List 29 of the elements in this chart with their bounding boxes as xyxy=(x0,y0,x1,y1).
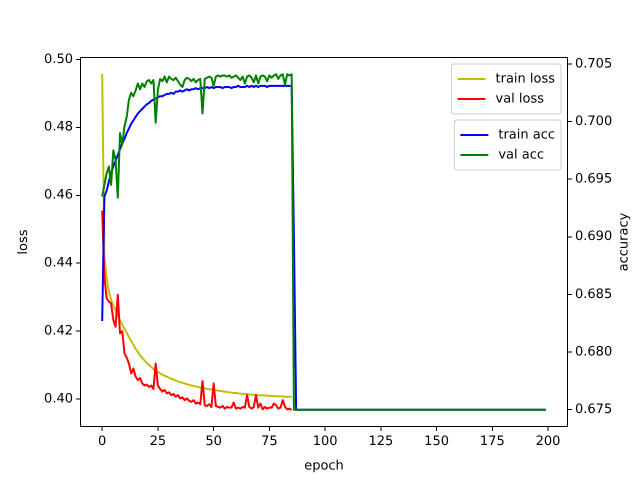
x-tick-label: 150 xyxy=(424,434,449,450)
legend-label: val acc xyxy=(498,147,544,162)
y2-tick-label: 0.675 xyxy=(575,402,612,418)
x-axis-title: epoch xyxy=(304,458,344,474)
y-tick-label: 0.44 xyxy=(44,256,73,271)
y-tick-label: 0.42 xyxy=(44,324,73,339)
y2-tick-label: 0.695 xyxy=(575,172,612,187)
y2-tick-label: 0.705 xyxy=(575,56,612,72)
y-tick-label: 0.40 xyxy=(44,392,73,407)
x-tick-label: 100 xyxy=(312,434,338,450)
legend-label: train loss xyxy=(495,71,556,86)
y-tick-label: 0.46 xyxy=(44,188,73,203)
y2-tick-label: 0.700 xyxy=(575,114,612,129)
y-tick-label: 0.50 xyxy=(44,52,73,67)
x-tick-label: 175 xyxy=(480,434,505,450)
x-tick-label: 0 xyxy=(98,434,106,450)
y2-tick-label: 0.685 xyxy=(575,286,612,302)
y-axis-title: loss xyxy=(16,229,32,255)
legend-label: train acc xyxy=(498,127,556,142)
y2-tick-label: 0.680 xyxy=(575,344,612,360)
y2-axis-title: accuracy xyxy=(616,212,632,272)
x-tick-label: 50 xyxy=(205,434,222,450)
y2-tick-label: 0.690 xyxy=(575,229,612,244)
x-tick-label: 25 xyxy=(150,434,166,450)
legend-label: val loss xyxy=(495,91,544,106)
y-tick-label: 0.48 xyxy=(44,120,73,135)
x-tick-label: 200 xyxy=(536,434,560,450)
x-tick-label: 75 xyxy=(261,434,278,450)
x-tick-label: 125 xyxy=(368,434,394,450)
